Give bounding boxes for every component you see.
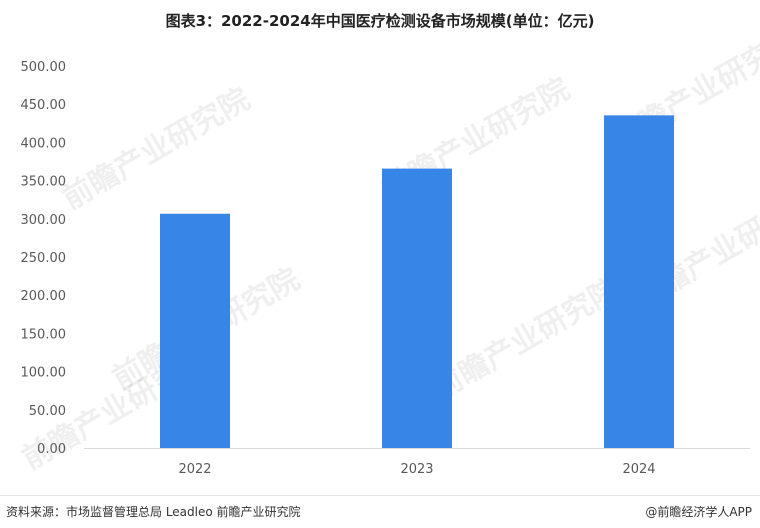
x-tick-label: 2022 — [178, 462, 211, 477]
x-tick-label: 2024 — [622, 462, 655, 477]
bar-2023 — [382, 168, 452, 448]
watermark-text: 前瞻产业研究院 — [57, 82, 256, 217]
y-tick-label: 100.00 — [21, 366, 67, 381]
x-tick-label: 2023 — [400, 462, 433, 477]
y-tick-label: 250.00 — [21, 251, 67, 266]
x-axis: 2022 2023 2024 — [178, 462, 655, 477]
y-tick-label: 300.00 — [21, 213, 67, 228]
y-tick-label: 150.00 — [21, 327, 67, 342]
y-axis: 0.00 50.00 100.00 150.00 200.00 250.00 300.00 3… — [21, 60, 67, 457]
y-tick-label: 500.00 — [21, 60, 67, 75]
chart-title: 图表3：2022-2024年中国医疗检测设备市场规模(单位：亿元) — [165, 12, 595, 30]
bar-series — [160, 115, 674, 448]
watermark-text: 前瞻产业研究院 — [427, 272, 626, 407]
bar-2024 — [604, 115, 674, 448]
source-note: 资料来源：市场监督管理总局 Leadleo 前瞻产业研究院 — [6, 505, 301, 519]
y-tick-label: 450.00 — [21, 98, 67, 113]
y-tick-label: 200.00 — [21, 289, 67, 304]
footer-divider — [0, 495, 760, 496]
y-tick-label: 400.00 — [21, 136, 67, 151]
y-tick-label: 350.00 — [21, 175, 67, 190]
y-tick-label: 50.00 — [29, 404, 66, 419]
y-tick-label: 0.00 — [37, 442, 66, 457]
brand-credit: @前瞻经济学人APP — [645, 505, 752, 519]
bar-2022 — [160, 213, 230, 448]
